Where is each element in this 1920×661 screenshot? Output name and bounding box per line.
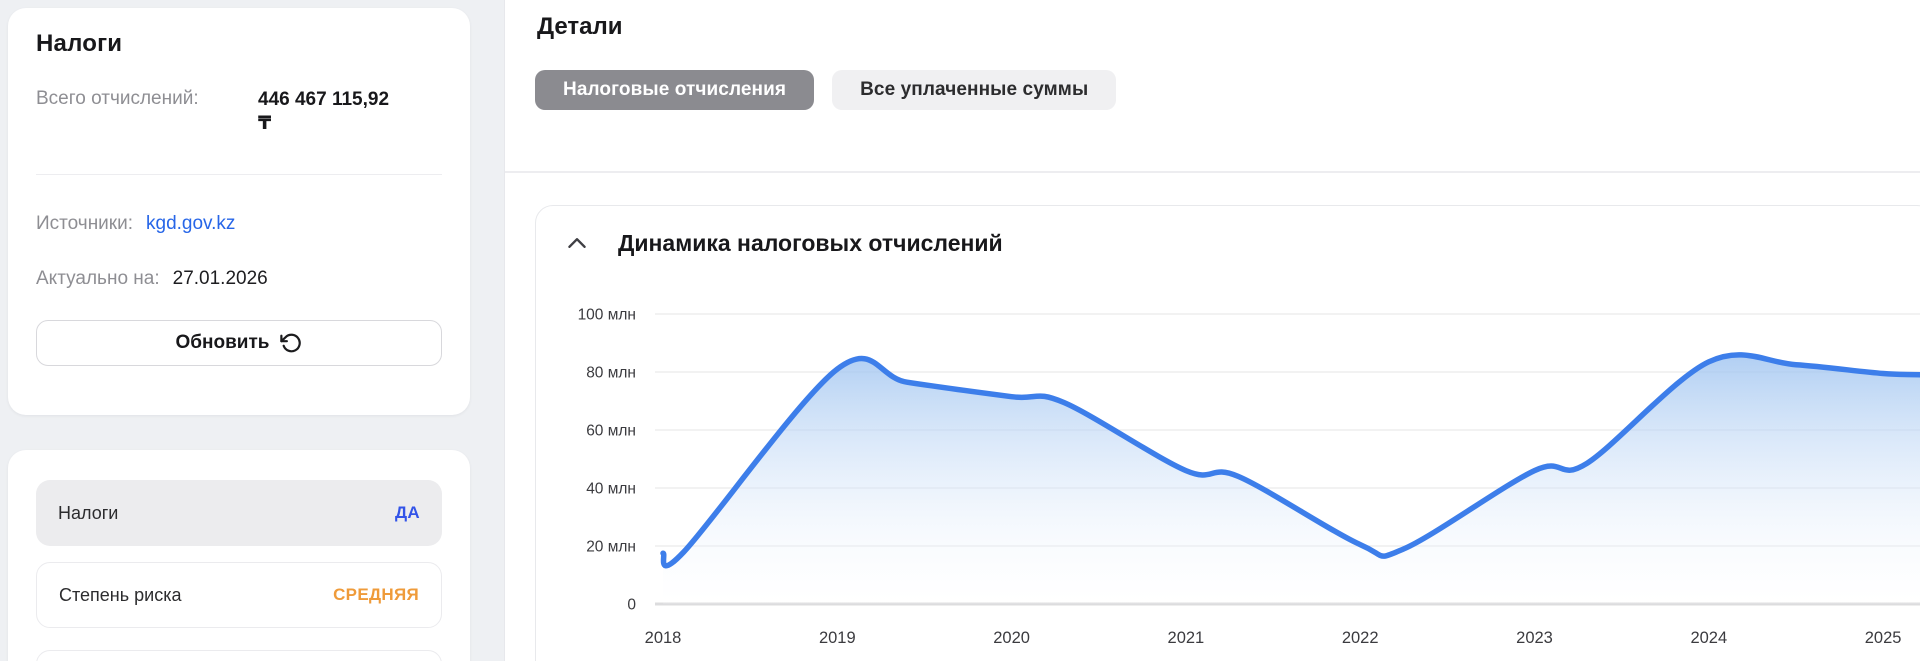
total-deductions-value: 446 467 115,92 ₸ xyxy=(258,89,395,134)
tab-all-paid-sums[interactable]: Все уплаченные суммы xyxy=(832,70,1117,110)
y-tick-label: 20 млн xyxy=(586,539,636,556)
x-tick-label: 2018 xyxy=(645,629,682,647)
total-deductions-row: Всего отчислений: 446 467 115,92 ₸ xyxy=(36,88,442,136)
collapse-section-button[interactable] xyxy=(562,228,592,258)
actual-date-row: Актуально на: 27.01.2026 xyxy=(36,268,442,290)
x-tick-label: 2023 xyxy=(1516,629,1553,647)
y-tick-label: 60 млн xyxy=(586,423,636,440)
actual-date-label: Актуально на: xyxy=(36,268,160,289)
list-item-risk-label: Степень риска xyxy=(59,584,182,605)
refresh-button-label: Обновить xyxy=(175,332,270,353)
tax-dynamics-card: Динамика налоговых отчислений 100 млн 80 … xyxy=(535,205,1920,661)
list-item-risk-value: СРЕДНЯЯ xyxy=(333,585,419,604)
tax-chart-svg: 100 млн 80 млн 60 млн 40 млн 20 млн 0 2018 2019… xyxy=(578,307,1920,647)
list-item-partial xyxy=(36,650,442,661)
list-item-taxes[interactable]: Налоги ДА xyxy=(36,480,442,546)
chevron-up-icon xyxy=(564,230,590,256)
x-tick-label: 2024 xyxy=(1690,629,1727,647)
indicators-card: Налоги ДА Степень риска СРЕДНЯЯ xyxy=(8,450,470,661)
chart-title: Динамика налоговых отчислений xyxy=(618,229,1003,256)
list-item-taxes-label: Налоги xyxy=(58,502,119,523)
sidebar-title: Налоги xyxy=(36,30,123,57)
tab-tax-deductions[interactable]: Налоговые отчисления xyxy=(535,70,815,110)
x-tick-label: 2021 xyxy=(1168,629,1205,647)
list-item-taxes-value: ДА xyxy=(395,503,420,522)
refresh-ccw-icon xyxy=(280,332,302,354)
actual-date-value: 27.01.2026 xyxy=(172,268,268,289)
y-tick-label: 40 млн xyxy=(586,481,636,498)
sources-label: Источники: xyxy=(36,213,134,234)
area-fill xyxy=(663,354,1920,604)
details-title: Детали xyxy=(537,13,623,40)
list-item-risk-level[interactable]: Степень риска СРЕДНЯЯ xyxy=(36,562,442,628)
y-tick-label: 0 xyxy=(627,597,636,614)
trend-line xyxy=(660,352,1920,569)
chart-header: Динамика налоговых отчислений xyxy=(562,228,1003,258)
details-divider xyxy=(505,171,1920,173)
sidebar-divider xyxy=(36,173,442,175)
details-panel: Детали Налоговые отчисления Все уплаченн… xyxy=(504,0,1920,661)
y-tick-label: 100 млн xyxy=(578,307,636,324)
x-tick-label: 2025 xyxy=(1865,629,1902,647)
taxes-summary-card: Налоги Всего отчислений: 446 467 115,92 … xyxy=(8,8,470,415)
y-tick-label: 80 млн xyxy=(586,365,636,382)
total-deductions-label: Всего отчислений: xyxy=(36,88,199,109)
x-tick-label: 2019 xyxy=(819,629,856,647)
source-link[interactable]: kgd.gov.kz xyxy=(146,213,236,234)
refresh-button[interactable]: Обновить xyxy=(36,320,442,366)
sources-row: Источники: kgd.gov.kz xyxy=(36,213,442,235)
x-tick-label: 2020 xyxy=(993,629,1030,647)
x-tick-label: 2022 xyxy=(1342,629,1379,647)
details-tabs: Налоговые отчисления Все уплаченные сумм… xyxy=(535,70,1117,110)
